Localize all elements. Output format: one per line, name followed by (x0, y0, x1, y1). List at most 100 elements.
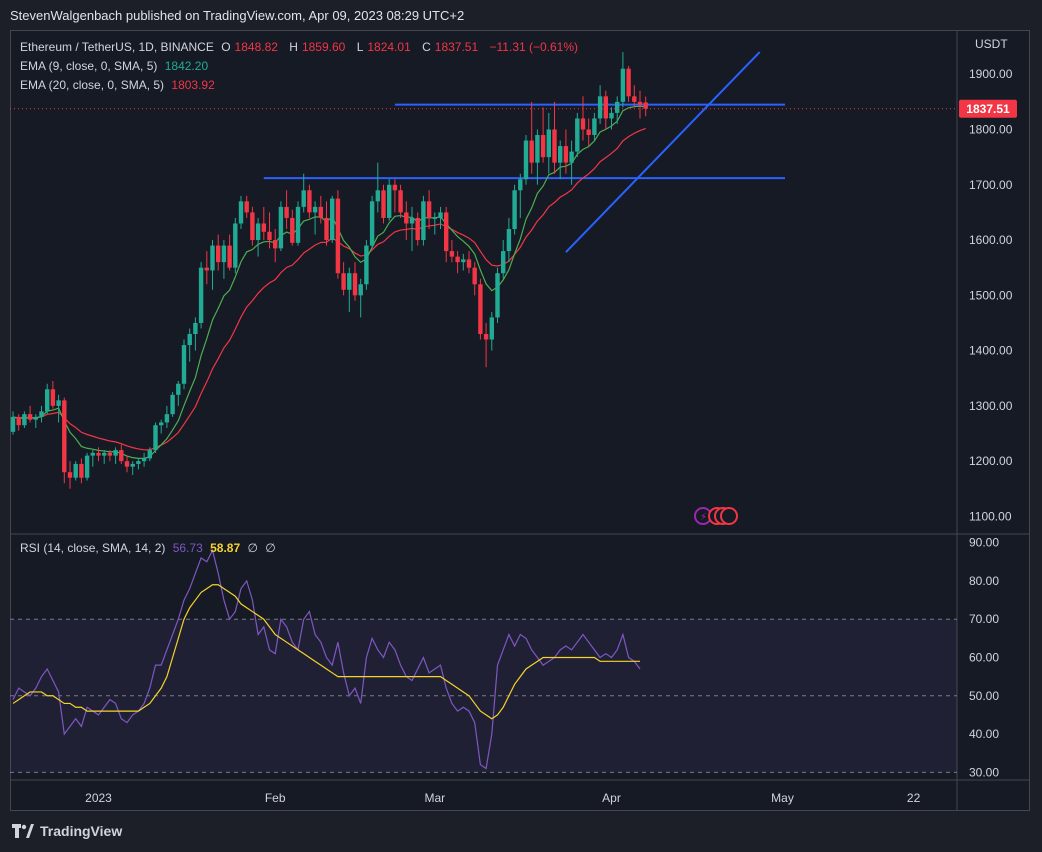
candle-body (193, 322, 198, 335)
candle-body (540, 135, 546, 158)
candle-body (523, 140, 529, 180)
time-axis-label: Apr (602, 791, 621, 805)
candle-body (255, 223, 261, 241)
candle-body (204, 267, 209, 271)
candle-body (16, 416, 21, 426)
candle-body (569, 151, 574, 163)
time-axis-label: Mar (424, 791, 445, 805)
ohlc-close: C 1837.51 (422, 40, 479, 54)
candle-body (45, 389, 50, 412)
ema9-label: EMA (9, close, 0, SMA, 5) (20, 59, 158, 73)
candle-body (62, 400, 67, 473)
candle-body (580, 118, 586, 130)
rsi-ma-line (12, 584, 640, 720)
candle-body (592, 118, 597, 136)
candle-body (552, 129, 557, 163)
candle-body (558, 146, 563, 163)
candle-body (358, 284, 363, 296)
candle-body (637, 101, 643, 105)
candle-body (221, 245, 227, 263)
candle-body (335, 198, 341, 274)
candle-body (107, 452, 113, 456)
candle-body (141, 458, 147, 462)
candle-body (489, 317, 494, 340)
rsi-tick-label: 80.00 (969, 574, 999, 588)
candle-body (449, 251, 455, 257)
candle-body (130, 463, 135, 467)
price-tick-label: 1200.00 (969, 454, 1013, 468)
candle-body (438, 212, 443, 218)
candle-body (461, 259, 466, 263)
rsi-extra-1: ∅ (247, 541, 258, 555)
rsi-label: RSI (14, close, SMA, 14, 2) (20, 541, 166, 555)
candle-body (10, 416, 16, 432)
current-price-badge (959, 99, 1017, 118)
candle-body (472, 267, 477, 285)
candle-body (318, 206, 323, 218)
candle-body (392, 184, 398, 191)
candle-body (84, 455, 90, 478)
candle-body (586, 129, 591, 136)
ohlc-open: O 1848.82 (221, 40, 278, 54)
candle-body (324, 217, 329, 241)
rsi-tick-label: 60.00 (969, 651, 999, 665)
brand-name: TradingView (40, 823, 123, 839)
candle-body (478, 284, 483, 335)
candle-body (119, 450, 124, 462)
candle-body (307, 190, 312, 213)
candle-body (261, 223, 266, 232)
candle-body (159, 422, 164, 426)
chart-frame (10, 30, 1030, 811)
time-axis-label: May (771, 791, 794, 805)
price-tick-label: 1500.00 (969, 288, 1013, 302)
time-axis-label: Feb (265, 791, 286, 805)
candle-body (290, 217, 295, 243)
candle-body (153, 425, 158, 451)
time-axis-label: 22 (907, 791, 921, 805)
price-tick-label: 1300.00 (969, 399, 1013, 413)
price-tick-label: 1100.00 (969, 509, 1012, 523)
candle-body (597, 96, 603, 119)
candle-body (136, 461, 141, 464)
price-tick-label: 1400.00 (969, 344, 1013, 358)
rsi-legend[interactable]: RSI (14, close, SMA, 14, 2) 56.73 58.87 … (20, 541, 280, 555)
candle-body (250, 212, 255, 241)
candle-body (176, 383, 181, 395)
tradingview-icon (12, 824, 34, 838)
candle-body (244, 201, 249, 213)
rsi-extra-2: ∅ (265, 541, 276, 555)
currency-label: USDT (975, 37, 1008, 51)
candle-body (483, 334, 489, 340)
rsi-tick-label: 90.00 (969, 536, 999, 550)
candle-body (575, 118, 580, 152)
candle-body (620, 68, 626, 102)
tradingview-logo[interactable]: TradingView (12, 823, 122, 839)
price-change: −11.31 (−0.61%) (489, 40, 579, 54)
current-price-label: 1837.51 (966, 102, 1010, 116)
candle-body (33, 416, 38, 420)
candle-body (284, 206, 289, 218)
rsi-tick-label: 30.00 (969, 765, 999, 779)
chart-canvas[interactable]: 1900.00 1800.00 1700.00 1600.00 1500.00 1400.… (10, 30, 1030, 811)
candle-body (518, 179, 523, 191)
candle-body (301, 190, 306, 207)
candle-body (421, 201, 426, 241)
candle-body (609, 112, 614, 119)
candle-body (512, 190, 517, 229)
symbol-title[interactable]: Ethereum / TetherUS, 1D, BINANCE (20, 40, 214, 54)
candle-body (187, 334, 192, 346)
candle-body (347, 273, 352, 290)
price-tick-label: 1600.00 (969, 233, 1013, 247)
candle-body (102, 452, 107, 456)
rsi-tick-label: 50.00 (969, 689, 999, 703)
ascending-trendline (565, 51, 761, 253)
candle-body (369, 201, 375, 246)
lightning-icon: ⚡ (700, 512, 707, 523)
candle-body (147, 450, 152, 459)
ema20-legend[interactable]: EMA (20, close, 0, SMA, 5) 1803.92 (20, 78, 219, 92)
ema9-legend[interactable]: EMA (9, close, 0, SMA, 5) 1842.20 (20, 59, 212, 73)
candle-body (22, 414, 27, 426)
candle-body (615, 101, 620, 113)
candle-body (96, 452, 101, 456)
event-flag-icon (720, 507, 738, 525)
